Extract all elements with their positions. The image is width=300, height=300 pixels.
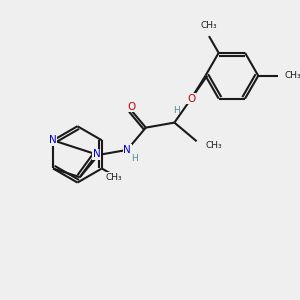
Text: CH₃: CH₃ bbox=[206, 141, 222, 150]
Text: O: O bbox=[187, 94, 195, 104]
Text: H: H bbox=[173, 106, 179, 115]
Text: N: N bbox=[123, 145, 131, 155]
Text: N: N bbox=[92, 149, 100, 159]
Text: H: H bbox=[131, 154, 137, 163]
Text: CH₃: CH₃ bbox=[201, 21, 217, 30]
Text: N: N bbox=[49, 135, 57, 145]
Text: O: O bbox=[127, 102, 135, 112]
Text: CH₃: CH₃ bbox=[105, 173, 122, 182]
Text: CH₃: CH₃ bbox=[285, 71, 300, 80]
